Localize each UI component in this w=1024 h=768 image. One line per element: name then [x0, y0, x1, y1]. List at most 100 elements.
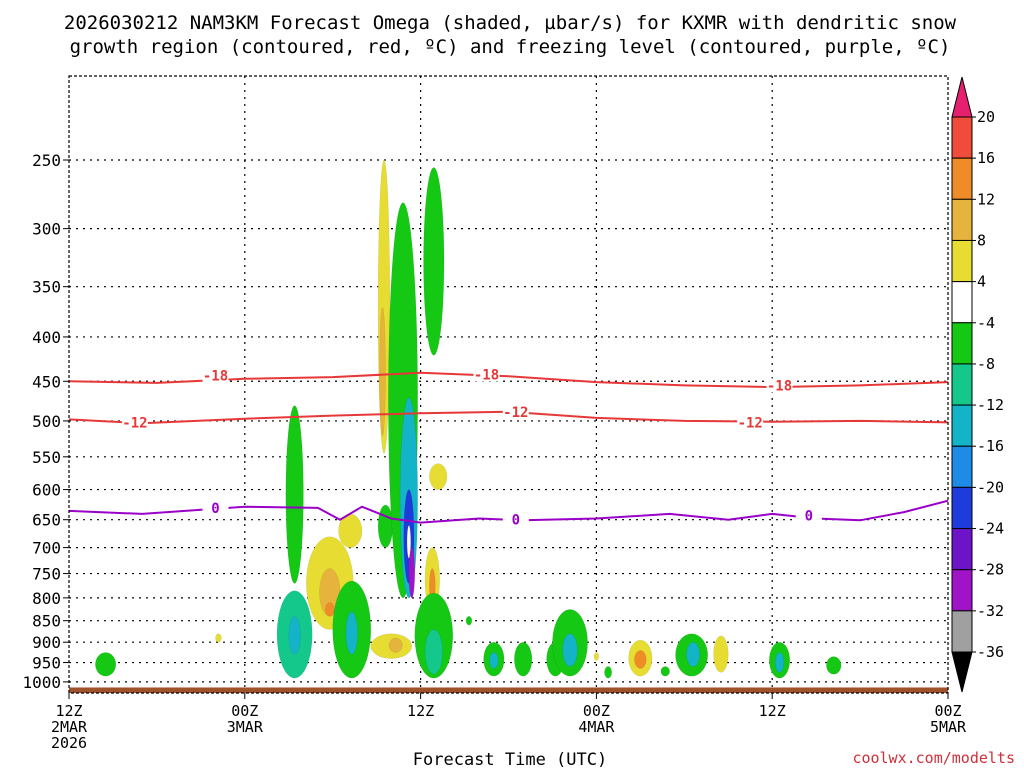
omega-cell — [379, 307, 386, 436]
colorbar-label: -16 — [977, 437, 1004, 455]
colorbar-segment — [951, 445, 973, 488]
omega-cell — [388, 637, 403, 653]
y-tick-label: 300 — [32, 220, 61, 239]
x-tick-label: 4MAR — [578, 718, 615, 736]
x-tick-label: 00Z — [231, 702, 258, 720]
contour-label: -12 — [503, 405, 528, 421]
omega-cell — [826, 656, 842, 675]
contour-label-bg — [473, 367, 500, 382]
colorbar-label: -32 — [977, 602, 1004, 620]
omega-cell — [593, 652, 599, 661]
omega-cell — [660, 666, 670, 677]
y-tick-label: 1000 — [22, 673, 61, 692]
y-axis: 250 300 350 400 450 500 550 600 650 700 750 800 850 9… — [22, 151, 69, 692]
contour-line — [69, 371, 948, 389]
contour-layer: -18 -18 -18 -12 -12 -12 0 0 0 — [69, 367, 948, 529]
contour-label-bg — [795, 508, 822, 523]
contour-label: -12 — [738, 415, 763, 431]
colorbar-bottom-arrow — [951, 651, 973, 693]
contour-label-bg — [121, 415, 148, 430]
omega-cell — [377, 504, 394, 548]
colorbar-label: -36 — [977, 643, 1004, 661]
colorbar-segment — [951, 281, 973, 324]
contour-label: 0 — [512, 513, 520, 529]
colorbar-label: 8 — [977, 231, 986, 249]
y-tick-label: 650 — [32, 511, 61, 530]
colorbar-segment — [951, 569, 973, 612]
omega-cell — [288, 615, 301, 655]
colorbar-label: 20 — [977, 108, 995, 126]
y-tick-label: 900 — [32, 633, 61, 652]
contour-label-bg — [202, 368, 229, 383]
colorbar-segment — [951, 610, 973, 653]
omega-shading-layer — [95, 159, 842, 679]
x-axis-label: Forecast Time (UTC) — [413, 750, 607, 768]
omega-cell — [424, 629, 443, 675]
chart-title-line2: growth region (contoured, red, ºC) and f… — [70, 36, 951, 58]
colorbar: 20 16 12 8 4 -4 -8 -12 -16 -20 -24 -28 -32 -36 — [951, 76, 1004, 693]
colorbar-label: -28 — [977, 561, 1004, 579]
omega-cell — [95, 652, 117, 677]
omega-cell — [774, 652, 785, 673]
y-tick-label: 400 — [32, 328, 61, 347]
x-tick-label: 12Z — [759, 702, 786, 720]
contour-label: 0 — [805, 509, 813, 525]
contour-label: -18 — [767, 378, 792, 394]
colorbar-segment — [951, 157, 973, 200]
colorbar-segment — [951, 363, 973, 406]
omega-cell — [713, 635, 729, 673]
colorbar-segment — [951, 116, 973, 159]
omega-cell — [604, 666, 613, 679]
y-tick-label: 850 — [32, 612, 61, 631]
x-tick-label: 2MAR — [51, 718, 88, 736]
colorbar-segment — [951, 239, 973, 283]
x-tick-label: 00Z — [583, 702, 610, 720]
x-tick-label: 5MAR — [930, 718, 967, 736]
omega-cell — [406, 525, 411, 559]
y-tick-label: 750 — [32, 565, 61, 584]
contour-label-bg — [766, 378, 793, 393]
y-tick-label: 700 — [32, 539, 61, 558]
chart-title-line1: 2026030212 NAM3KM Forecast Omega (shaded… — [64, 12, 957, 34]
y-tick-label: 800 — [32, 589, 61, 608]
colorbar-label: -20 — [977, 478, 1004, 496]
x-tick-label: 3MAR — [227, 718, 264, 736]
ground-strip — [69, 687, 948, 693]
omega-cell — [423, 167, 445, 356]
contour-label: -18 — [203, 368, 228, 384]
omega-cell — [465, 615, 473, 626]
y-tick-label: 250 — [32, 151, 61, 170]
x-tick-label: 12Z — [55, 702, 82, 720]
colorbar-segment — [951, 404, 973, 447]
y-tick-label: 600 — [32, 481, 61, 500]
colorbar-label: -8 — [977, 355, 995, 373]
omega-cell — [514, 641, 533, 677]
ground-layer — [69, 687, 948, 693]
contour-label-bg — [202, 500, 229, 515]
omega-cell — [408, 547, 415, 599]
contour-label-bg — [502, 512, 529, 527]
colorbar-label: 4 — [977, 273, 986, 291]
y-tick-label: 450 — [32, 372, 61, 391]
contour-label: -12 — [122, 415, 147, 431]
y-tick-label: 500 — [32, 412, 61, 431]
x-tick-label: 12Z — [407, 702, 434, 720]
colorbar-segment — [951, 322, 973, 365]
colorbar-label: 16 — [977, 149, 995, 167]
colorbar-top-arrow — [951, 76, 973, 118]
colorbar-segment — [951, 198, 973, 241]
contour-label-bg — [737, 415, 764, 430]
credit-text[interactable]: coolwx.com/modelts — [852, 749, 1015, 767]
omega-cell — [345, 611, 358, 655]
omega-cell — [215, 633, 222, 643]
omega-cell — [325, 602, 335, 617]
omega-cell — [285, 405, 304, 584]
colorbar-segment — [951, 486, 973, 530]
contour-label: 0 — [211, 501, 219, 517]
grid-layer — [69, 76, 948, 693]
contour-label: -18 — [474, 368, 499, 384]
omega-cell — [562, 633, 578, 667]
colorbar-segment — [951, 528, 973, 571]
